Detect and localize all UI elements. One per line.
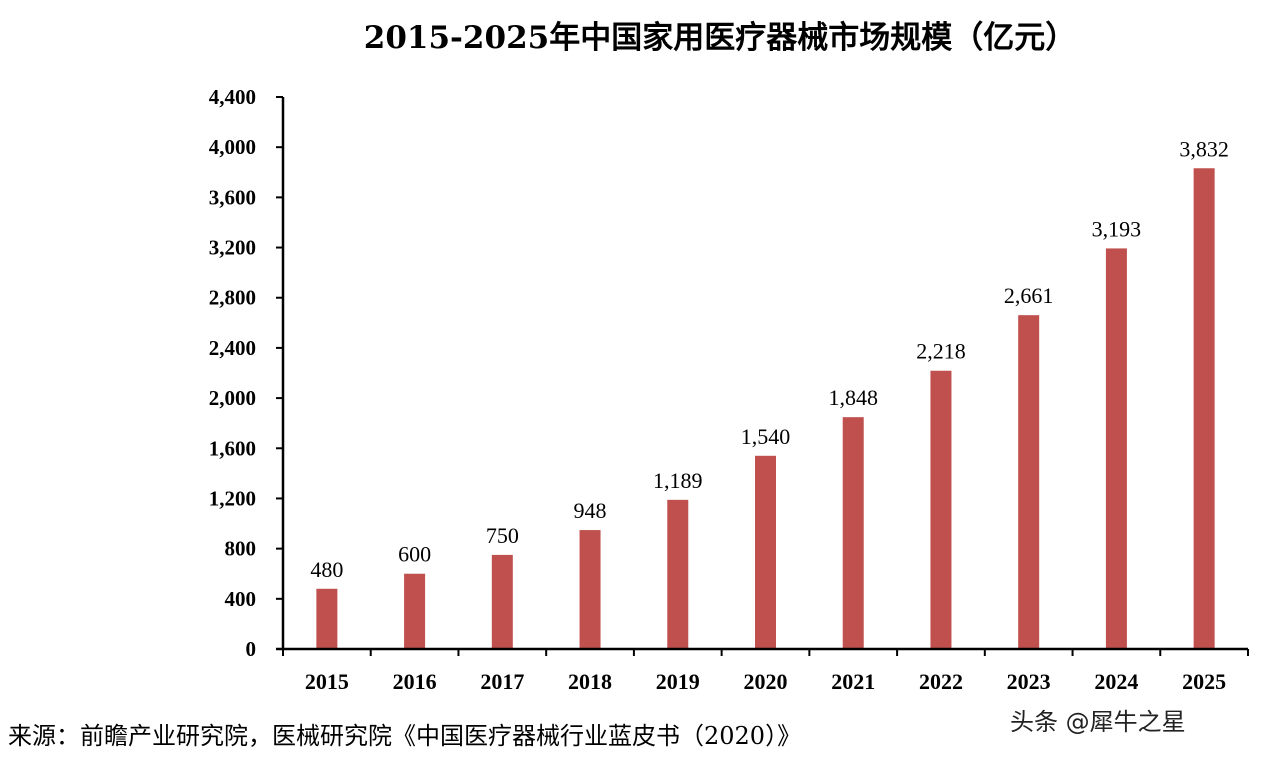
data-label-2022: 2,218 [916, 339, 966, 364]
x-tick-label-2017: 2017 [480, 669, 524, 694]
x-tick-label-2015: 2015 [305, 669, 349, 694]
watermark: 头条 @犀牛之星 [1010, 708, 1186, 736]
bar-2018 [579, 530, 601, 649]
bar-2024 [1105, 248, 1127, 649]
bar-2025 [1193, 168, 1215, 649]
y-tick-label: 2,800 [209, 286, 256, 310]
y-tick-label: 3,600 [209, 185, 256, 209]
y-tick-label: 400 [225, 587, 257, 611]
bar-2019 [667, 499, 689, 649]
chart-title: 2015-2025年中国家用医疗器械市场规模（亿元） [364, 20, 1076, 56]
bar-2015 [316, 588, 338, 649]
x-tick-label-2021: 2021 [831, 669, 875, 694]
bar-2016 [404, 573, 426, 649]
y-tick-label: 4,400 [209, 85, 256, 109]
y-tick-label: 2,400 [209, 336, 256, 360]
x-tick-label-2019: 2019 [656, 669, 700, 694]
x-tick-label-2023: 2023 [1007, 669, 1051, 694]
x-tick-label-2022: 2022 [919, 669, 963, 694]
bar-2021 [842, 417, 864, 649]
bar-2017 [491, 554, 513, 649]
data-label-2025: 3,832 [1179, 136, 1229, 161]
y-tick-label: 4,000 [209, 135, 256, 159]
y-tick-label: 0 [246, 637, 257, 661]
y-tick-label: 1,600 [209, 436, 256, 460]
bar-2023 [1018, 315, 1040, 649]
data-label-2015: 480 [310, 557, 343, 582]
source-note: 来源：前瞻产业研究院，医械研究院《中国医疗器械行业蓝皮书（2020）》 [8, 722, 801, 750]
data-label-2016: 600 [398, 542, 431, 567]
x-tick-label-2016: 2016 [393, 669, 437, 694]
data-label-2024: 3,193 [1092, 216, 1142, 241]
y-tick-label: 2,000 [209, 386, 256, 410]
x-tick-label-2024: 2024 [1094, 669, 1138, 694]
data-label-2017: 750 [486, 523, 519, 548]
data-label-2023: 2,661 [1004, 283, 1054, 308]
data-label-2019: 1,189 [653, 468, 703, 493]
data-label-2018: 948 [574, 498, 607, 523]
x-tick-label-2025: 2025 [1182, 669, 1226, 694]
x-tick-label-2018: 2018 [568, 669, 612, 694]
data-label-2021: 1,848 [828, 385, 878, 410]
bar-2020 [755, 455, 776, 649]
bar-2022 [930, 370, 952, 649]
x-tick-label-2020: 2020 [744, 669, 788, 694]
y-tick-label: 3,200 [209, 236, 256, 260]
y-tick-label: 1,200 [209, 486, 256, 510]
y-tick-label: 800 [225, 537, 257, 561]
data-label-2020: 1,540 [741, 424, 791, 449]
